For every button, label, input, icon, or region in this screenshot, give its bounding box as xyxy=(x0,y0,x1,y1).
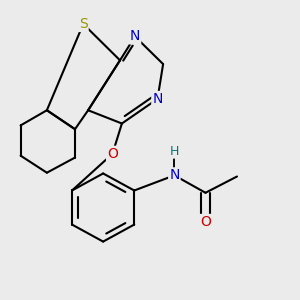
Text: N: N xyxy=(169,168,180,182)
Text: N: N xyxy=(130,29,140,44)
Text: O: O xyxy=(107,147,118,161)
Text: O: O xyxy=(200,215,211,229)
Text: N: N xyxy=(152,92,163,106)
Text: S: S xyxy=(79,17,88,31)
Text: H: H xyxy=(170,145,179,158)
